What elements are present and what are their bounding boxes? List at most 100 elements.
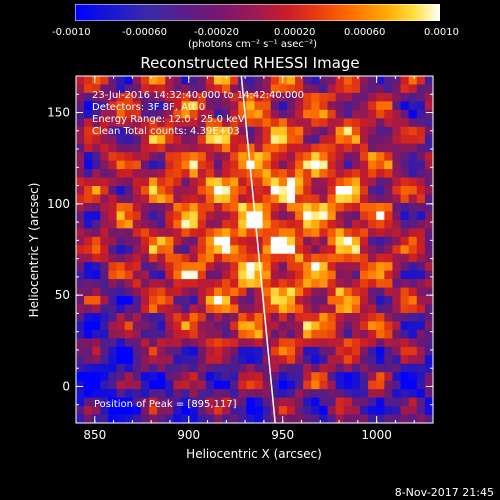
- heatmap-cell: [351, 169, 361, 179]
- heatmap-cell: [392, 169, 402, 179]
- heatmap-cell: [157, 152, 166, 162]
- heatmap-cell: [262, 186, 272, 196]
- heatmap-cell: [351, 177, 361, 187]
- heatmap-cell: [278, 186, 288, 196]
- heatmap-cell: [92, 84, 101, 94]
- heatmap-cell: [286, 177, 296, 187]
- heatmap-cell: [213, 109, 223, 119]
- heatmap-cell: [319, 177, 329, 187]
- heatmap-cell: [303, 279, 312, 289]
- heatmap-cell: [181, 169, 191, 179]
- heatmap-cell: [376, 262, 385, 272]
- heatmap-cell: [92, 287, 101, 297]
- heatmap-cell: [140, 152, 150, 162]
- heatmap-cell: [189, 177, 199, 187]
- heatmap-cell: [368, 253, 377, 263]
- heatmap-cell: [384, 118, 394, 128]
- heatmap-cell: [270, 236, 280, 246]
- heatmap-cell: [189, 253, 199, 263]
- heatmap-cell: [270, 101, 280, 111]
- heatmap-cell: [238, 262, 247, 272]
- heatmap-cell: [319, 143, 329, 153]
- heatmap-cell: [311, 355, 321, 365]
- heatmap-cell: [376, 194, 385, 204]
- heatmap-cell: [376, 406, 385, 416]
- heatmap-cell: [124, 101, 134, 111]
- heatmap-cell: [319, 380, 329, 390]
- heatmap-cell: [116, 321, 126, 331]
- heatmap-cell: [197, 270, 207, 280]
- heatmap-cell: [311, 143, 321, 153]
- heatmap-cell: [262, 321, 272, 331]
- heatmap-cell: [254, 389, 264, 399]
- heatmap-cell: [222, 135, 231, 145]
- heatmap-cell: [157, 270, 166, 280]
- heatmap-cell: [343, 160, 353, 170]
- heatmap-cell: [359, 321, 369, 331]
- heatmap-cell: [165, 228, 174, 238]
- heatmap-cell: [246, 321, 256, 331]
- heatmap-cell: [132, 228, 142, 238]
- heatmap-cell: [124, 236, 134, 246]
- heatmap-cell: [205, 135, 215, 145]
- heatmap-cell: [359, 253, 369, 263]
- heatmap-cell: [303, 109, 312, 119]
- heatmap-cell: [254, 380, 264, 390]
- heatmap-cell: [100, 355, 110, 365]
- heatmap-cells: [76, 76, 434, 424]
- heatmap-cell: [286, 372, 296, 382]
- heatmap-cell: [351, 135, 361, 145]
- heatmap-cell: [343, 253, 353, 263]
- heatmap-cell: [76, 143, 85, 153]
- heatmap-cell: [230, 321, 239, 331]
- heatmap-cell: [319, 346, 329, 356]
- heatmap-cell: [384, 152, 394, 162]
- heatmap-cell: [335, 279, 345, 289]
- heatmap-cell: [189, 296, 199, 306]
- heatmap-cell: [286, 92, 296, 102]
- x-tick-label: 950: [271, 428, 294, 442]
- heatmap-cell: [270, 177, 280, 187]
- heatmap-cell: [84, 143, 93, 153]
- heatmap-cell: [286, 414, 296, 424]
- heatmap-cell: [205, 76, 215, 86]
- heatmap-cell: [254, 118, 264, 128]
- heatmap-cell: [84, 312, 93, 323]
- heatmap-cell: [140, 296, 150, 306]
- heatmap-cell: [108, 101, 118, 111]
- heatmap-cell: [303, 304, 312, 314]
- heatmap-cell: [384, 228, 394, 238]
- heatmap-cell: [230, 76, 239, 86]
- heatmap-cell: [335, 101, 345, 111]
- heatmap-cell: [140, 338, 150, 348]
- heatmap-cell: [351, 406, 361, 416]
- heatmap-cell: [76, 109, 85, 119]
- heatmap-cell: [400, 253, 410, 263]
- heatmap-cell: [189, 338, 199, 348]
- heatmap-cell: [205, 287, 215, 297]
- heatmap-cell: [165, 262, 174, 272]
- heatmap-cell: [351, 389, 361, 399]
- heatmap-cell: [351, 296, 361, 306]
- heatmap-cell: [400, 279, 410, 289]
- heatmap-cell: [359, 236, 369, 246]
- heatmap-cell: [165, 118, 174, 128]
- heatmap-cell: [116, 109, 126, 119]
- heatmap-cell: [157, 296, 166, 306]
- heatmap-cell: [311, 126, 321, 136]
- heatmap-cell: [222, 262, 231, 272]
- heatmap-cell: [205, 126, 215, 136]
- heatmap-cell: [100, 84, 110, 94]
- heatmap-cell: [359, 346, 369, 356]
- heatmap-cell: [311, 304, 321, 314]
- heatmap-cell: [376, 346, 385, 356]
- heatmap-cell: [319, 228, 329, 238]
- heatmap-cell: [213, 397, 223, 407]
- heatmap-cell: [165, 270, 174, 280]
- heatmap-cell: [108, 372, 118, 382]
- heatmap-cell: [392, 389, 402, 399]
- heatmap-cell: [327, 152, 337, 162]
- heatmap-cell: [335, 287, 345, 297]
- heatmap-cell: [132, 118, 142, 128]
- heatmap-cell: [189, 202, 199, 213]
